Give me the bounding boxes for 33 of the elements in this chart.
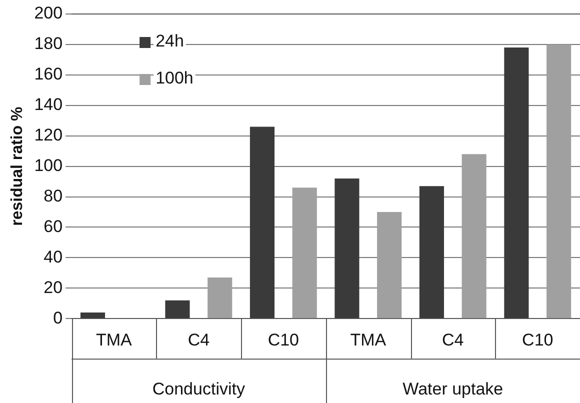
y-tick-label: 140 <box>34 95 63 114</box>
text: Water uptake <box>402 380 504 399</box>
y-tick-label: 200 <box>34 4 63 23</box>
y-tick-label: 60 <box>44 216 63 236</box>
bar <box>292 188 317 318</box>
bar <box>504 48 529 318</box>
bar <box>546 44 572 318</box>
bar <box>462 154 486 318</box>
bar <box>377 212 402 318</box>
y-tick-label: 100 <box>34 156 63 175</box>
y-tick-label: 180 <box>34 34 63 54</box>
bar <box>250 126 275 318</box>
x-tick-label: C4 <box>188 330 210 350</box>
bar <box>334 178 360 318</box>
x-tick-label: TMA <box>350 330 387 350</box>
y-tick-label: 120 <box>34 126 63 145</box>
x-tick-label: C4 <box>442 330 464 350</box>
bar <box>165 300 190 318</box>
y-tick-label: 20 <box>44 278 63 297</box>
bar <box>80 312 106 318</box>
bar <box>208 277 232 318</box>
y-tick-label: 40 <box>44 247 63 266</box>
y-tick-label: 80 <box>44 186 63 206</box>
legend-label: 24h <box>156 32 184 51</box>
x-tick-label: TMA <box>96 330 133 350</box>
y-tick-label: 0 <box>53 308 63 328</box>
y-tick-label: 160 <box>34 64 63 84</box>
legend-label: 100h <box>156 68 194 88</box>
text: Conductivity <box>152 380 246 399</box>
y-axis-title: residual ratio % <box>9 106 26 226</box>
bar <box>419 186 444 318</box>
x-tick-label: C10 <box>522 330 554 350</box>
x-tick-label: C10 <box>268 330 300 350</box>
